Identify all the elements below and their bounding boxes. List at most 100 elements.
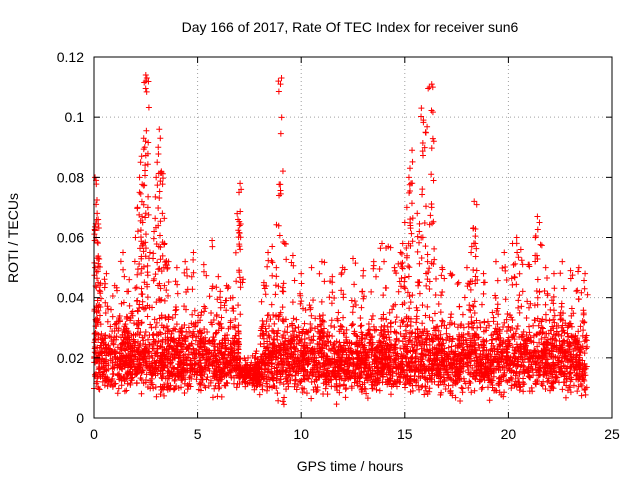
data-point <box>405 174 412 181</box>
data-point <box>381 322 388 329</box>
data-point <box>237 180 244 187</box>
data-point <box>422 243 429 250</box>
data-point <box>456 303 463 310</box>
data-point <box>445 344 452 351</box>
data-point <box>222 382 229 389</box>
data-point <box>552 332 559 339</box>
data-point <box>92 264 99 271</box>
data-point <box>419 186 426 193</box>
data-point <box>513 325 520 332</box>
data-point <box>443 330 450 337</box>
data-point <box>423 282 430 289</box>
data-point <box>360 272 367 279</box>
data-point <box>118 365 125 372</box>
data-point <box>209 394 216 401</box>
data-points <box>91 72 591 408</box>
data-point <box>148 379 155 386</box>
data-point <box>255 363 262 370</box>
data-point <box>358 386 365 393</box>
data-point <box>358 322 365 329</box>
data-point <box>290 315 297 322</box>
data-point <box>419 383 426 390</box>
data-point <box>277 181 284 188</box>
data-point <box>144 343 151 350</box>
data-point <box>141 79 148 86</box>
data-point <box>351 298 358 305</box>
data-point <box>333 383 340 390</box>
data-point <box>275 88 282 95</box>
data-point <box>97 373 104 380</box>
data-point <box>209 321 216 328</box>
data-point <box>120 249 127 256</box>
data-point <box>298 270 305 277</box>
data-point <box>193 360 200 367</box>
data-point <box>153 366 160 373</box>
data-point <box>244 367 251 374</box>
data-point <box>279 304 286 311</box>
data-point <box>512 260 519 267</box>
data-point <box>337 382 344 389</box>
data-point <box>104 377 111 384</box>
data-point <box>221 336 228 343</box>
data-point <box>134 266 141 273</box>
data-point <box>501 249 508 256</box>
data-point <box>513 281 520 288</box>
data-point <box>129 349 136 356</box>
data-point <box>119 366 126 373</box>
data-point <box>91 330 98 337</box>
data-point <box>171 386 178 393</box>
data-point <box>214 372 221 379</box>
x-tick-labels: 0 5 10 15 20 25 <box>90 426 620 442</box>
data-point <box>159 344 166 351</box>
data-point <box>204 329 211 336</box>
data-point <box>397 249 404 256</box>
data-point <box>297 378 304 385</box>
data-point <box>133 284 140 291</box>
data-point <box>316 270 323 277</box>
data-point <box>93 196 100 203</box>
data-point <box>426 314 433 321</box>
data-point <box>217 350 224 357</box>
data-point <box>431 310 438 317</box>
data-point <box>516 292 523 299</box>
data-point <box>534 331 541 338</box>
data-point <box>318 298 325 305</box>
data-point <box>376 265 383 272</box>
data-point <box>448 343 455 350</box>
data-point <box>165 325 172 332</box>
data-point <box>205 355 212 362</box>
data-point <box>405 273 412 280</box>
data-point <box>94 240 101 247</box>
data-point <box>514 249 521 256</box>
data-point <box>141 332 148 339</box>
data-point <box>164 265 171 272</box>
data-point <box>112 349 119 356</box>
data-point <box>109 355 116 362</box>
data-point <box>145 104 152 111</box>
data-point <box>139 298 146 305</box>
data-point <box>568 305 575 312</box>
data-point <box>231 335 238 342</box>
data-point <box>274 390 281 397</box>
data-point <box>326 332 333 339</box>
x-tick-label: 0 <box>90 426 98 442</box>
data-point <box>335 309 342 316</box>
data-point <box>429 135 436 142</box>
data-point <box>272 291 279 298</box>
data-point <box>516 384 523 391</box>
data-point <box>546 317 553 324</box>
data-point <box>181 389 188 396</box>
data-point <box>165 355 172 362</box>
data-point <box>536 289 543 296</box>
data-point <box>542 264 549 271</box>
data-point <box>134 356 141 363</box>
data-point <box>328 300 335 307</box>
data-point <box>222 348 229 355</box>
data-point <box>432 291 439 298</box>
data-point <box>236 222 243 229</box>
data-point <box>97 288 104 295</box>
data-point <box>532 234 539 241</box>
data-point <box>155 144 162 151</box>
data-point <box>419 320 426 327</box>
data-point <box>550 300 557 307</box>
